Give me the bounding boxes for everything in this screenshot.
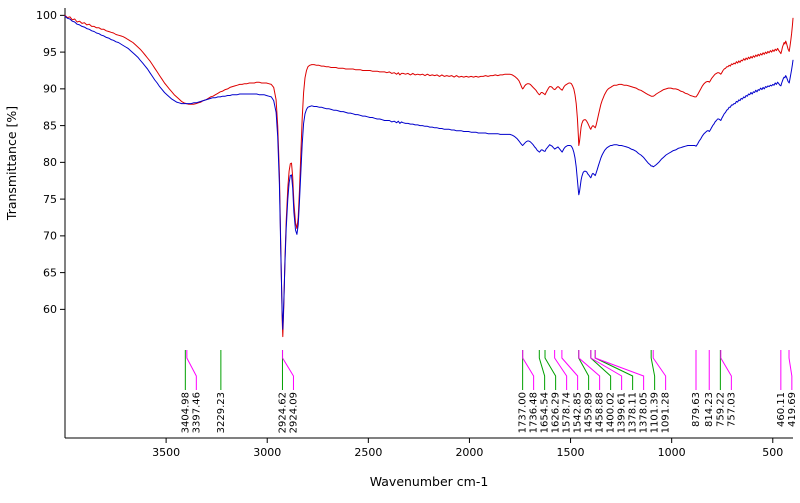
peak-label: 1458.88 [595,392,606,433]
peak-label: 1091.28 [661,392,672,433]
peak-label: 1578.74 [562,392,573,433]
y-tick-label: 75 [43,193,57,206]
peak-label: 3404.98 [180,392,191,433]
peak-label: 3397.46 [191,392,202,433]
peak-leader-line [544,350,557,390]
x-tick-label: 3000 [253,446,281,459]
peak-label: 2924.62 [277,392,288,433]
peak-label: 419.69 [787,392,798,427]
peak-label: 1400.02 [606,392,617,433]
peak-label: 1399.61 [617,392,628,433]
peak-leader-line [282,350,294,390]
y-tick-label: 60 [43,303,57,316]
x-tick-label: 3500 [152,446,180,459]
peak-label: 1101.39 [650,392,661,433]
peak-label: 1459.89 [584,392,595,433]
x-tick-label: 2500 [354,446,382,459]
red-spectrum-curve [64,14,794,338]
peak-leader-line [594,350,645,390]
peak-label: 1542.85 [573,392,584,433]
peak-label: 1626.29 [551,392,562,433]
y-tick-label: 85 [43,119,57,132]
x-axis-title: Wavenumber cm-1 [370,474,489,489]
peak-label: 1654.54 [540,392,551,433]
x-tick-label: 2000 [455,446,483,459]
peak-label: 1736.48 [529,392,540,433]
x-tick-label: 1500 [557,446,585,459]
blue-spectrum-curve [64,15,794,330]
peak-leader-line [788,350,793,390]
y-tick-label: 90 [43,83,57,96]
peak-leader-line [650,350,656,390]
peak-leader-line [590,350,623,390]
peak-leader-line [561,350,579,390]
peak-label: 460.11 [776,392,787,427]
y-tick-label: 65 [43,266,57,279]
peak-label: 759.22 [715,392,726,427]
peak-leader-line [720,350,732,390]
peak-label: 3229.23 [216,392,227,433]
plot-area: 60 65 70 75 80 85 90 95 100 3500 3000 2500 2000 1500 1… [36,8,798,459]
y-tick-label: 100 [36,9,57,22]
peak-leader-line [652,350,667,390]
peak-leader-line [554,350,568,390]
peak-label: 757.03 [726,392,737,427]
peak-label: 1378.11 [628,392,639,433]
x-tick-label: 500 [762,446,783,459]
peak-leader-line [522,350,535,390]
x-tick-label: 1000 [658,446,686,459]
peak-leader-line [590,350,612,390]
peak-label: 2924.09 [288,392,299,433]
peak-label: 879.63 [691,392,702,427]
peak-leader-line [578,350,601,390]
peak-leader-line [538,350,546,390]
peak-label: 1737.00 [518,392,529,433]
y-tick-label: 80 [43,156,57,169]
y-tick-label: 70 [43,230,57,243]
y-tick-label: 95 [43,46,57,59]
peak-leader-line [186,350,197,390]
peak-leader-line [578,350,590,390]
peak-label: 814.23 [704,392,715,427]
peak-label: 1378.05 [639,392,650,433]
y-axis-title: Transmittance [%] [4,106,19,221]
